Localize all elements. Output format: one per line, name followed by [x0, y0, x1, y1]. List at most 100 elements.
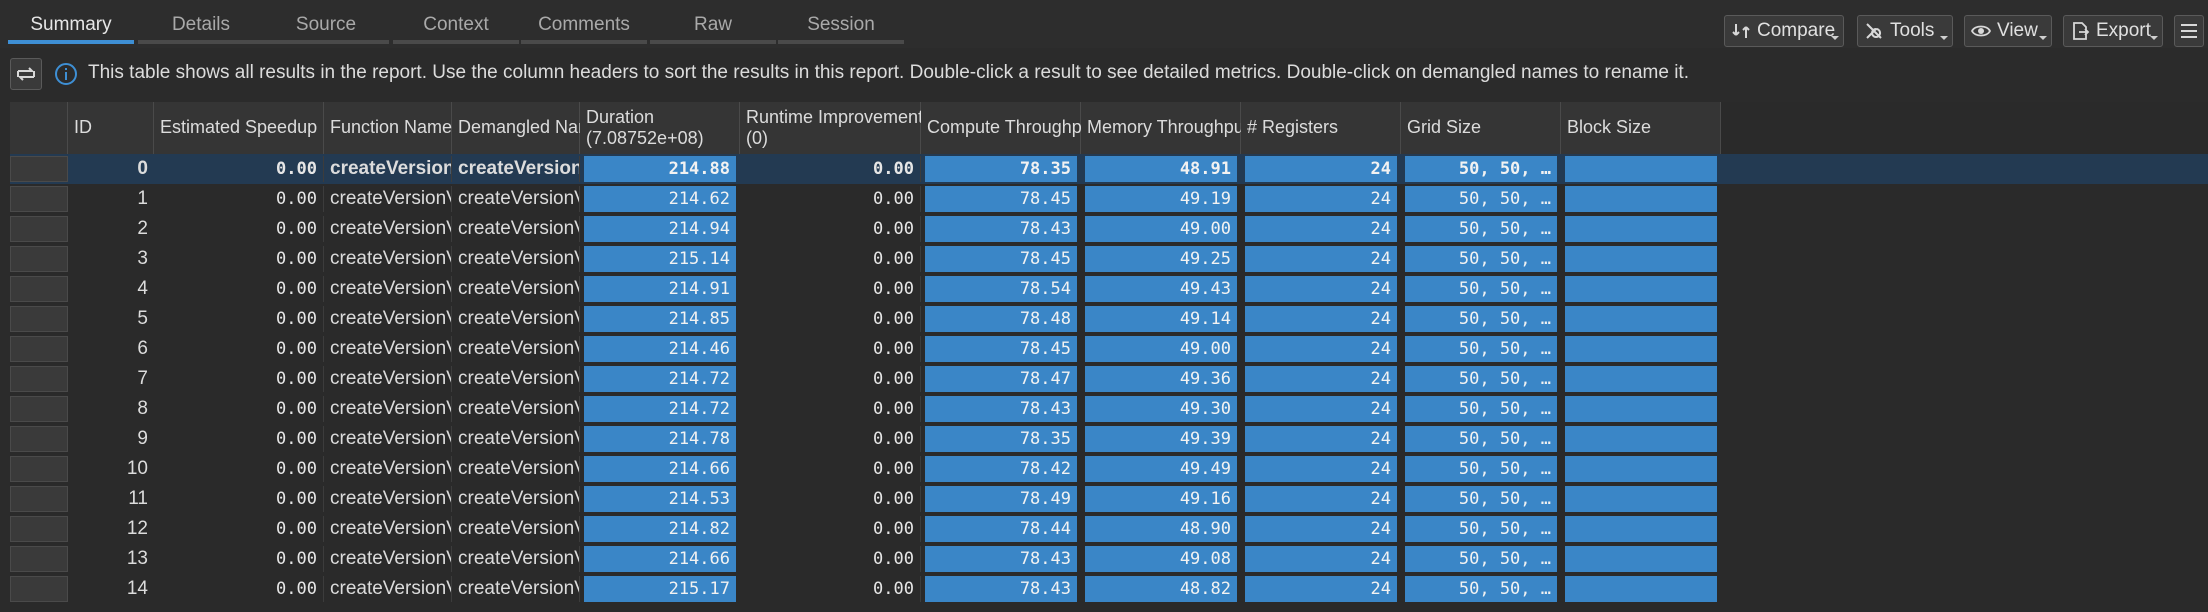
- cell-compute: 78.47: [925, 366, 1077, 392]
- table-row[interactable]: 30.00createVersionVisua...createVersionV…: [10, 244, 2208, 274]
- table-row[interactable]: 100.00createVersionVisua...createVersion…: [10, 454, 2208, 484]
- cell-memory: 49.36: [1085, 366, 1237, 392]
- row-header[interactable]: [10, 276, 68, 302]
- tools-icon: [1866, 23, 1882, 39]
- cell-registers: 24: [1245, 426, 1397, 452]
- cell-demangled: createVersionVisua...: [452, 516, 580, 542]
- col-header-grid[interactable]: Grid Size: [1401, 102, 1561, 154]
- table-row[interactable]: 120.00createVersionVisua...createVersion…: [10, 514, 2208, 544]
- cell-compute: 78.54: [925, 276, 1077, 302]
- row-header[interactable]: [10, 576, 68, 602]
- cell-grid: 50, 50, …: [1405, 276, 1557, 302]
- tab-summary[interactable]: Summary: [8, 6, 134, 44]
- col-header-demangled[interactable]: Demangled Name: [452, 102, 603, 154]
- cell-block: [1565, 246, 1717, 272]
- cell-func: createVersionVisu...: [324, 156, 452, 182]
- cell-grid: 50, 50, …: [1405, 186, 1557, 212]
- cell-compute: 78.43: [925, 576, 1077, 602]
- cell-memory: 49.43: [1085, 276, 1237, 302]
- cell-compute: 78.49: [925, 486, 1077, 512]
- cell-runtime: 0.00: [740, 246, 921, 272]
- view-label: View: [1997, 20, 2038, 41]
- row-header[interactable]: [10, 336, 68, 362]
- table-row[interactable]: 130.00createVersionVisua...createVersion…: [10, 544, 2208, 574]
- cell-memory: 49.00: [1085, 216, 1237, 242]
- table-row[interactable]: 90.00createVersionVisua...createVersionV…: [10, 424, 2208, 454]
- row-header[interactable]: [10, 156, 68, 182]
- cell-duration: 214.46: [584, 336, 736, 362]
- row-header[interactable]: [10, 306, 68, 332]
- tab-context[interactable]: Context: [393, 6, 519, 44]
- row-header[interactable]: [10, 246, 68, 272]
- compare-button[interactable]: Compare: [1724, 15, 1844, 47]
- col-header-function[interactable]: Function Name: [324, 102, 452, 154]
- cell-duration: 214.66: [584, 546, 736, 572]
- row-header[interactable]: [10, 546, 68, 572]
- menu-button[interactable]: [2174, 15, 2204, 47]
- cell-grid: 50, 50, …: [1405, 456, 1557, 482]
- table-row[interactable]: 40.00createVersionVisua...createVersionV…: [10, 274, 2208, 304]
- cell-runtime: 0.00: [740, 456, 921, 482]
- row-header[interactable]: [10, 516, 68, 542]
- cell-compute: 78.45: [925, 186, 1077, 212]
- cell-runtime: 0.00: [740, 366, 921, 392]
- table-row[interactable]: 10.00createVersionVisua...createVersionV…: [10, 184, 2208, 214]
- row-header[interactable]: [10, 186, 68, 212]
- cell-registers: 24: [1245, 456, 1397, 482]
- tab-comments[interactable]: Comments: [521, 6, 647, 44]
- table-row[interactable]: 50.00createVersionVisua...createVersionV…: [10, 304, 2208, 334]
- col-header-compute[interactable]: Compute Throughput: [921, 102, 1097, 154]
- row-header[interactable]: [10, 396, 68, 422]
- cell-block: [1565, 366, 1717, 392]
- table-row[interactable]: 60.00createVersionVisua...createVersionV…: [10, 334, 2208, 364]
- cell-registers: 24: [1245, 486, 1397, 512]
- cell-memory: 49.25: [1085, 246, 1237, 272]
- table-row[interactable]: 70.00createVersionVisua...createVersionV…: [10, 364, 2208, 394]
- col-header-registers[interactable]: # Registers: [1241, 102, 1401, 154]
- tab-details[interactable]: Details: [138, 6, 264, 44]
- cell-memory: 48.82: [1085, 576, 1237, 602]
- cell-compute: 78.48: [925, 306, 1077, 332]
- cell-speedup: 0.00: [154, 576, 324, 602]
- row-header[interactable]: [10, 486, 68, 512]
- cell-speedup: 0.00: [154, 396, 324, 422]
- cell-compute: 78.45: [925, 336, 1077, 362]
- cell-compute: 78.43: [925, 216, 1077, 242]
- cell-id: 3: [137, 248, 148, 269]
- cell-demangled: createVersionVisua...: [452, 396, 580, 422]
- col-header-memory[interactable]: Memory Throughput: [1081, 102, 1249, 154]
- cell-id: 12: [126, 518, 148, 539]
- row-header[interactable]: [10, 216, 68, 242]
- row-header[interactable]: [10, 456, 68, 482]
- col-header-speedup[interactable]: Estimated Speedup: [154, 102, 324, 154]
- tools-button[interactable]: Tools: [1857, 15, 1953, 47]
- table-row[interactable]: 00.00createVersionVisu...createVersionVi…: [10, 154, 2208, 184]
- cell-runtime: 0.00: [740, 336, 921, 362]
- cell-block: [1565, 336, 1717, 362]
- cell-duration: 214.91: [584, 276, 736, 302]
- view-button[interactable]: View: [1964, 15, 2052, 47]
- row-header[interactable]: [10, 426, 68, 452]
- row-header[interactable]: [10, 366, 68, 392]
- cell-speedup: 0.00: [154, 546, 324, 572]
- cell-runtime: 0.00: [740, 216, 921, 242]
- table-row[interactable]: 110.00createVersionVisua...createVersion…: [10, 484, 2208, 514]
- cell-memory: 49.49: [1085, 456, 1237, 482]
- table-row[interactable]: 140.00createVersionVisua...createVersion…: [10, 574, 2208, 604]
- export-button[interactable]: Export: [2063, 15, 2163, 47]
- cell-demangled: createVersionVisua...: [452, 546, 580, 572]
- refresh-button[interactable]: [10, 58, 42, 90]
- cell-registers: 24: [1245, 366, 1397, 392]
- table-row[interactable]: 80.00createVersionVisua...createVersionV…: [10, 394, 2208, 424]
- cell-demangled: createVersionVisua...: [452, 276, 580, 302]
- col-header-runtime[interactable]: Runtime Improvement (0): [740, 102, 923, 154]
- tab-source[interactable]: Source: [263, 6, 389, 44]
- cell-compute: 78.43: [925, 546, 1077, 572]
- col-header-block[interactable]: Block Size: [1561, 102, 1721, 154]
- table-row[interactable]: 20.00createVersionVisua...createVersionV…: [10, 214, 2208, 244]
- cell-memory: 48.90: [1085, 516, 1237, 542]
- col-header-duration[interactable]: Duration (7.08752e+08): [580, 102, 740, 154]
- tab-raw[interactable]: Raw: [650, 6, 776, 44]
- tab-session[interactable]: Session: [778, 6, 904, 44]
- col-header-id[interactable]: ID: [68, 102, 192, 154]
